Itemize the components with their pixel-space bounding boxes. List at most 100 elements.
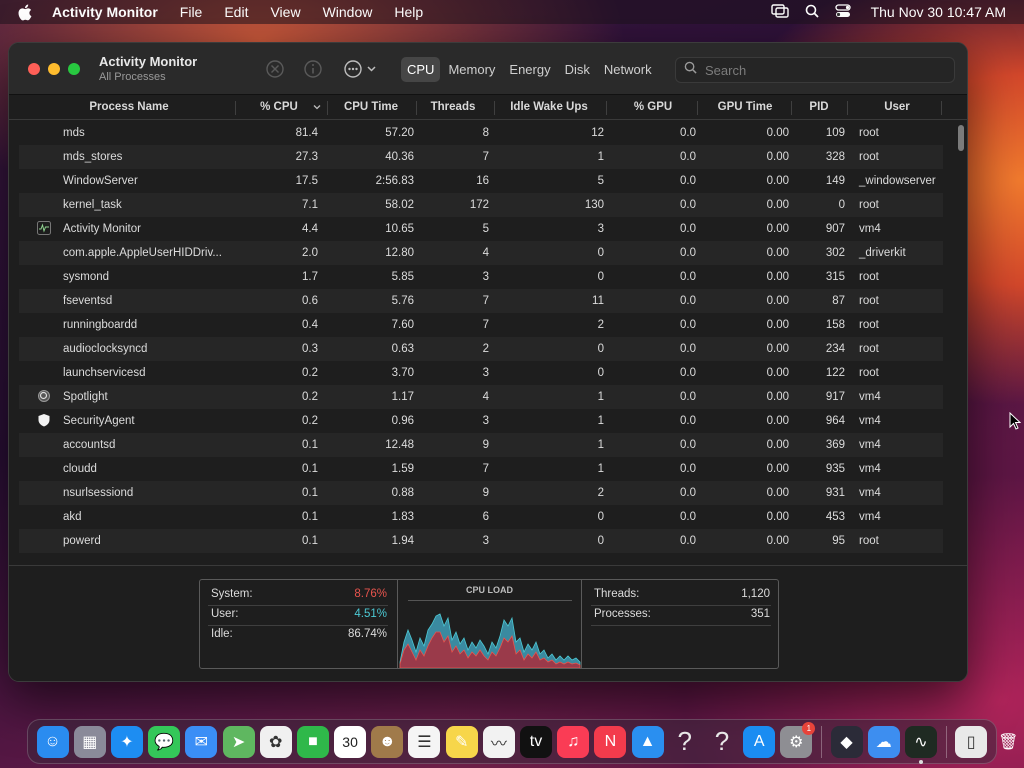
process-name: fseventsd (63, 295, 113, 307)
mail-icon[interactable]: ✉ (185, 725, 218, 758)
search-input[interactable] (705, 62, 935, 78)
table-row[interactable]: fseventsd 0.6 5.76 7 11 0.0 0.00 87 root (19, 289, 943, 313)
calendar-icon[interactable]: 30 (334, 725, 367, 758)
tab-cpu[interactable]: CPU (401, 56, 441, 82)
apple-tv-icon[interactable]: tv (520, 725, 553, 758)
window-subtitle[interactable]: All Processes (99, 71, 166, 83)
info-icon[interactable] (303, 59, 323, 79)
tab-energy[interactable]: Energy (509, 61, 551, 77)
cpu-time: 0.88 (391, 487, 414, 499)
table-row[interactable]: akd 0.1 1.83 6 0 0.0 0.00 453 vm4 (19, 505, 943, 529)
system-settings-icon[interactable]: ⚙ 1 (780, 721, 816, 758)
table-row[interactable]: kernel_task 7.1 58.02 172 130 0.0 0.00 0 root (19, 193, 943, 217)
table-row[interactable]: com.apple.AppleUserHIDDriv... 2.0 12.80 4 0 0… (19, 241, 943, 265)
keynote-icon[interactable]: ▲ (631, 725, 664, 758)
column-header-user[interactable]: User (884, 101, 910, 113)
pid: 149 (825, 175, 845, 187)
minimize-window-button[interactable] (48, 63, 60, 75)
column-header-process-name[interactable]: Process Name (89, 101, 169, 113)
more-actions-icon[interactable] (343, 59, 379, 79)
table-row[interactable]: mds 81.4 57.20 8 12 0.0 0.00 109 root (19, 121, 943, 145)
cpu-percent: 27.3 (295, 151, 318, 163)
dock-icon-glyph: 💬 (154, 733, 175, 751)
visual-studio-icon[interactable]: ◆ (830, 725, 863, 758)
freeform-icon[interactable]: 〰 (482, 725, 515, 758)
column-header-cpu-time[interactable]: CPU Time (343, 101, 399, 113)
close-window-button[interactable] (28, 63, 40, 75)
table-row[interactable]: mds_stores 27.3 40.36 7 1 0.0 0.00 328 root (19, 145, 943, 169)
photos-icon[interactable]: ✿ (259, 725, 292, 758)
idle-wake-ups: 0 (597, 247, 604, 259)
table-row[interactable]: Activity Monitor 4.4 10.65 5 3 0.0 0.00 907 vm4 (19, 217, 943, 241)
pid: 328 (825, 151, 845, 163)
finder-icon[interactable]: ☺ (36, 725, 69, 758)
trash-icon[interactable]: 🗑 (992, 726, 1024, 758)
music-icon[interactable]: ♫ (557, 725, 590, 758)
search-icon (684, 61, 697, 79)
menu-file[interactable]: File (179, 4, 203, 20)
table-row[interactable]: cloudd 0.1 1.59 7 1 0.0 0.00 935 vm4 (19, 457, 943, 481)
app-store-icon[interactable]: A (743, 725, 776, 758)
table-row[interactable]: WindowServer 17.5 2:56.83 16 5 0.0 0.00 149 _win… (19, 169, 943, 193)
menu-window[interactable]: Window (322, 4, 373, 20)
tab-memory[interactable]: Memory (448, 61, 496, 77)
table-scrollbar[interactable] (955, 121, 967, 565)
process-icon-placeholder (37, 173, 53, 189)
column-header-gpu[interactable]: % GPU (633, 101, 673, 113)
pid: 302 (825, 247, 845, 259)
gpu-percent: 0.0 (680, 463, 696, 475)
scrollbar-thumb[interactable] (958, 125, 964, 151)
menu-edit[interactable]: Edit (224, 4, 249, 20)
table-row[interactable]: SecurityAgent 0.2 0.96 3 1 0.0 0.00 964 vm4 (19, 409, 943, 433)
safari-icon[interactable]: ✦ (110, 725, 143, 758)
column-header-pid[interactable]: PID (809, 101, 829, 113)
table-row[interactable]: audioclocksyncd 0.3 0.63 2 0 0.0 0.00 234 root (19, 337, 943, 361)
table-row[interactable]: powerd 0.1 1.94 3 0 0.0 0.00 95 root (19, 529, 943, 553)
cpu-time: 1.94 (391, 535, 414, 547)
stop-process-icon[interactable] (265, 59, 285, 79)
table-row[interactable]: nsurlsessiond 0.1 0.88 9 2 0.0 0.00 931 vm4 (19, 481, 943, 505)
tab-disk[interactable]: Disk (564, 61, 590, 77)
screen-mirroring-icon[interactable] (770, 3, 789, 21)
tab-network[interactable]: Network (603, 61, 652, 77)
menu-view[interactable]: View (270, 4, 301, 20)
menu-help[interactable]: Help (394, 4, 424, 20)
unknown-app-icon[interactable]: ? (669, 726, 701, 758)
table-row[interactable]: launchservicesd 0.2 3.70 3 0 0.0 0.00 122 root (19, 361, 943, 385)
table-row[interactable]: Spotlight 0.2 1.17 4 1 0.0 0.00 917 vm4 (19, 385, 943, 409)
maps-icon[interactable]: ➤ (222, 725, 255, 758)
downloads-icon[interactable]: ▯ (955, 725, 988, 758)
launchpad-icon[interactable]: ▦ (73, 725, 106, 758)
column-header-threads[interactable]: Threads (430, 101, 476, 113)
cpu-usage-breakdown: System: 8.76% User: 4.51% Idle: 86.74% (200, 580, 398, 668)
dock-icon-glyph: ✉ (194, 733, 209, 751)
spotlight-search-icon[interactable] (805, 4, 819, 21)
reminders-icon[interactable]: ☰ (408, 725, 441, 758)
control-center-icon[interactable] (834, 3, 851, 21)
thread-count: 9 (482, 487, 489, 499)
zoom-window-button[interactable] (68, 63, 80, 75)
news-icon[interactable]: N (594, 725, 627, 758)
table-row[interactable]: runningboardd 0.4 7.60 7 2 0.0 0.00 158 root (19, 313, 943, 337)
pid: 917 (825, 391, 845, 403)
table-row[interactable]: accountsd 0.1 12.48 9 1 0.0 0.00 369 vm4 (19, 433, 943, 457)
dock-icon-glyph: ▦ (82, 733, 98, 751)
menu-app-name[interactable]: Activity Monitor (52, 4, 158, 20)
menu-clock[interactable]: Thu Nov 30 10:47 AM (870, 4, 1006, 20)
column-header-gpu-time[interactable]: GPU Time (717, 101, 773, 113)
activity-monitor-icon[interactable]: ∿ (904, 725, 937, 764)
system-stat: System: 8.76% (211, 588, 387, 600)
contacts-icon[interactable]: ☻ (371, 725, 404, 758)
process-name: audioclocksyncd (63, 343, 148, 355)
column-header-idle-wake-ups[interactable]: Idle Wake Ups (510, 101, 588, 113)
weather-icon[interactable]: ☁ (867, 725, 900, 758)
user: vm4 (859, 487, 881, 499)
facetime-icon[interactable]: ■ (296, 725, 329, 758)
unknown-app-icon[interactable]: ? (706, 726, 738, 758)
window-title: Activity Monitor (99, 54, 198, 69)
table-row[interactable]: sysmond 1.7 5.85 3 0 0.0 0.00 315 root (19, 265, 943, 289)
notes-icon[interactable]: ✎ (445, 725, 478, 758)
column-header-cpu[interactable]: % CPU (260, 101, 298, 113)
messages-icon[interactable]: 💬 (148, 725, 181, 758)
apple-logo-icon[interactable] (18, 4, 38, 21)
